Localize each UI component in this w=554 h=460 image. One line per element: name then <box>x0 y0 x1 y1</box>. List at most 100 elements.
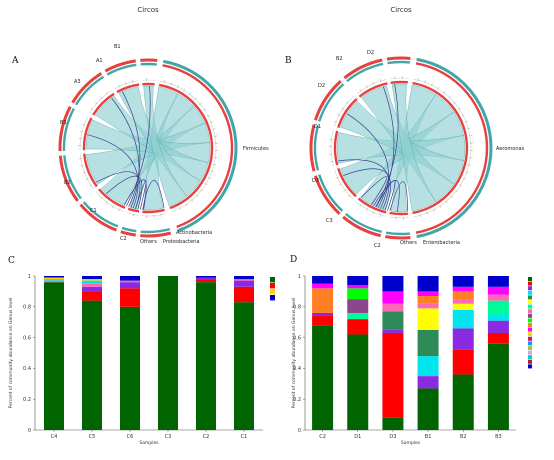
segment-inner-arc <box>337 98 358 128</box>
axis-tick <box>359 204 362 208</box>
segment-outer-arc <box>313 175 341 215</box>
bar-segment <box>382 417 404 430</box>
chord-line <box>346 113 389 209</box>
segment-inner-arc <box>116 83 140 94</box>
circos-segment-label: Enterobacteria <box>423 240 460 246</box>
bar-segment <box>487 320 509 333</box>
segment-outer-arc <box>309 124 316 172</box>
y-tick-label: 0.2 <box>293 397 301 403</box>
stacked-bar-chart-c: 0 0.2 0.4 0.6 0.8 1 C4 C5 C6 C3 C2 C1 Samples Percent… <box>8 274 275 446</box>
y-tick-label: 1 <box>28 274 31 280</box>
segment-outer-arc <box>104 59 136 73</box>
chord-line <box>123 179 147 210</box>
bar-segment <box>82 280 102 284</box>
circos-segment-label: C3 <box>326 218 333 224</box>
legend-swatch <box>528 281 532 286</box>
axis-tick <box>118 84 120 88</box>
bar-segment <box>382 329 404 333</box>
segment-mid-arc <box>346 62 384 83</box>
axis-tick <box>458 107 461 110</box>
circos-segment-label: A3 <box>74 79 81 85</box>
chord-line <box>122 91 141 208</box>
axis-tick <box>125 81 127 85</box>
axis-tick <box>100 196 103 200</box>
bar-segment <box>487 300 509 315</box>
legend-swatch <box>528 332 532 337</box>
chord-line <box>338 159 390 210</box>
axis-tick <box>372 81 375 85</box>
axis-tick <box>455 190 458 193</box>
bar-segment <box>417 388 439 430</box>
segment-mid-arc <box>415 62 489 234</box>
x-tick-label: C5 <box>89 434 96 440</box>
bar-segment <box>452 291 474 300</box>
axis-tick <box>210 170 214 173</box>
y-tick-label: 0.6 <box>23 335 31 341</box>
segment-outer-arc <box>79 203 118 232</box>
segment-mid-arc <box>74 75 105 106</box>
x-tick-label: B3 <box>495 434 502 440</box>
axis-tick <box>133 213 135 217</box>
bar-segment <box>452 303 474 310</box>
axis-tick <box>212 164 216 166</box>
bar-segment <box>312 316 334 326</box>
circos-segment-label: B2 <box>336 56 343 62</box>
legend-swatch <box>528 286 532 291</box>
segment-mid-arc <box>106 63 137 76</box>
bar-segment <box>120 276 140 281</box>
axis-tick <box>179 207 182 210</box>
circos-segment-label: Actinobacteria <box>176 230 212 236</box>
bar-segment <box>417 356 439 377</box>
bar-segment <box>120 280 140 283</box>
bar-segment <box>487 343 509 430</box>
axis-tick <box>467 127 471 130</box>
legend-swatch <box>270 283 275 289</box>
axis-tick <box>200 189 204 192</box>
axis-tick <box>132 79 134 83</box>
segment-inner-arc <box>158 83 214 210</box>
y-tick-label: 0.6 <box>293 335 301 341</box>
segment-mid-arc <box>82 201 119 228</box>
axis-tick <box>459 184 463 187</box>
legend-swatch <box>528 355 532 360</box>
chord-line <box>377 86 395 208</box>
axis-tick <box>465 171 469 173</box>
segment-tick-arc <box>89 90 113 114</box>
circos-segment-label: D2 <box>318 83 325 89</box>
bar-segment <box>417 291 439 297</box>
axis-tick <box>468 135 472 137</box>
circos-title-right: Circos <box>390 6 412 14</box>
circos-segment-label: D2 <box>367 50 374 56</box>
segment-tick-arc <box>390 77 409 80</box>
bar-segment <box>382 291 404 304</box>
legend-swatch <box>528 364 532 369</box>
axis-tick <box>170 82 173 86</box>
axis-tick <box>464 120 468 123</box>
legend-swatch <box>528 327 532 332</box>
circos-segment-label: D1 <box>314 124 321 130</box>
bar-segment <box>417 276 439 292</box>
x-tick-label: C2 <box>203 434 210 440</box>
segment-inner-arc <box>127 207 140 213</box>
segment-tick-arc <box>334 169 354 200</box>
axis-tick <box>431 83 433 87</box>
y-tick-label: 0 <box>298 428 301 434</box>
legend-swatch <box>528 290 532 295</box>
segment-mid-arc <box>387 60 411 65</box>
bar-segment <box>452 286 474 292</box>
bar-segment <box>347 285 369 289</box>
chord-line <box>343 168 392 211</box>
circos-segment-label: Proteobacteria <box>163 239 200 245</box>
legend-swatch <box>528 295 532 300</box>
bar-segment <box>196 277 216 280</box>
segment-outer-arc <box>343 58 383 80</box>
chord-line <box>111 97 140 208</box>
stacked-bar-chart-d: 0 0.2 0.4 0.6 0.8 1 C2 D1 D3 B1 B2 B3 Samples Percent… <box>291 274 532 446</box>
circos-segment-label: Others <box>400 240 417 246</box>
legend-swatch <box>528 318 532 323</box>
bar-segment <box>347 276 369 286</box>
bar-segment <box>382 311 404 330</box>
axis-tick <box>111 205 114 209</box>
circos-title-left: Circos <box>137 6 159 14</box>
x-tick-label: C4 <box>51 434 58 440</box>
